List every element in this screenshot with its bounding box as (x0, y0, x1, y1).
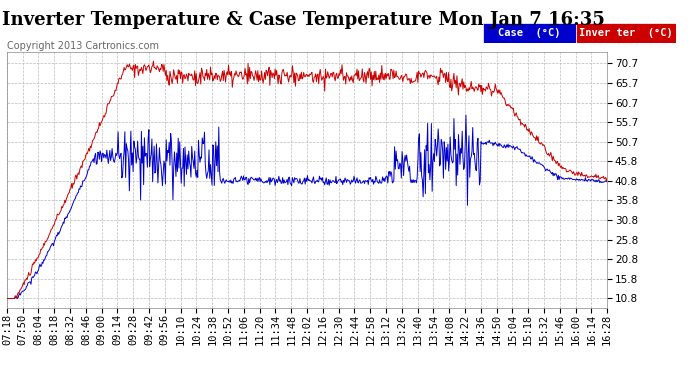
Text: Inver ter  (°C): Inver ter (°C) (579, 28, 673, 38)
Bar (575, 22, 676, 43)
Text: Inverter Temperature & Case Temperature Mon Jan 7 16:35: Inverter Temperature & Case Temperature … (2, 11, 605, 29)
Text: Case  (°C): Case (°C) (498, 28, 560, 38)
Bar (483, 22, 575, 43)
Text: Copyright 2013 Cartronics.com: Copyright 2013 Cartronics.com (7, 41, 159, 51)
